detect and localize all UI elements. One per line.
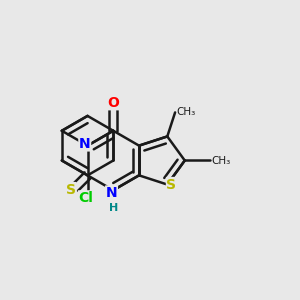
- Text: N: N: [106, 186, 117, 200]
- Text: H: H: [109, 203, 118, 213]
- Text: S: S: [167, 178, 176, 191]
- Text: Cl: Cl: [78, 191, 93, 205]
- Text: CH₃: CH₃: [177, 107, 196, 117]
- Text: O: O: [107, 96, 119, 110]
- Text: S: S: [66, 183, 76, 196]
- Text: N: N: [79, 137, 91, 151]
- Text: CH₃: CH₃: [212, 156, 231, 166]
